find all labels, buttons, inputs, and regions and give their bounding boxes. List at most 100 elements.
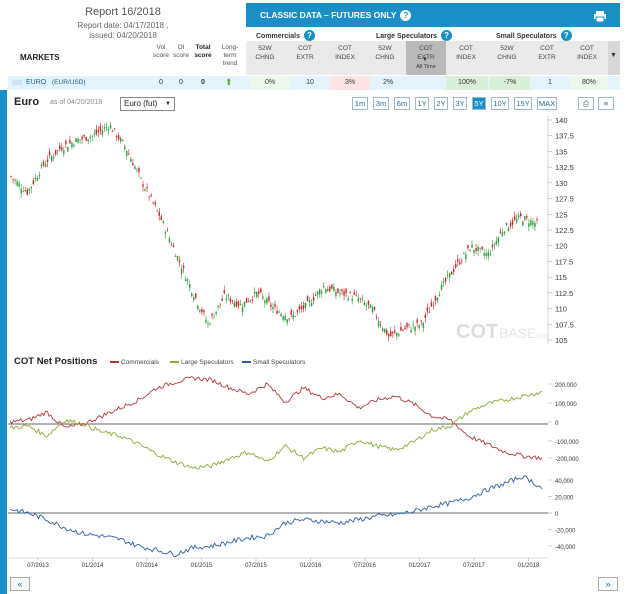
candle-body (44, 164, 47, 167)
candle-body (162, 221, 165, 223)
y-tick-label: 132.5 (555, 163, 574, 172)
legend-commercials[interactable]: Commercials (110, 359, 159, 366)
candle-body (158, 211, 160, 216)
s-extr-header[interactable]: COT EXTR (538, 45, 556, 61)
range-button-15y[interactable]: 15Y (514, 97, 532, 110)
s-index-header[interactable]: COT INDEX (577, 45, 597, 61)
market-pair[interactable]: (EUR/USD) (52, 79, 86, 86)
candle-body (528, 223, 530, 227)
candle-body (184, 279, 187, 282)
candle-body (93, 133, 95, 135)
l-index-header[interactable]: COT INDEX (456, 45, 476, 61)
help-icon[interactable]: ? (400, 10, 412, 21)
range-button-3y[interactable]: 3Y (453, 97, 467, 110)
cot-chart[interactable]: 200,000 100,000 0 -100,000 -200,000 40,000 20,… (8, 372, 620, 572)
candle-body (130, 159, 132, 162)
candle-body (203, 310, 205, 313)
range-button-1y[interactable]: 1Y (415, 97, 429, 110)
candle-body (363, 302, 366, 306)
x-tick-label: 07/2015 (245, 563, 267, 569)
candle-body (124, 146, 126, 150)
chevron-down-icon[interactable]: ▼ (610, 52, 617, 59)
range-button-10y[interactable]: 10Y (491, 97, 509, 110)
candle-body (428, 312, 431, 313)
total-score-header[interactable]: Total score (194, 44, 212, 59)
s-chng-cell-bg (490, 76, 530, 90)
l-chng-header[interactable]: 52W CHNG (375, 45, 395, 61)
watermark-logo: COT (456, 321, 498, 343)
candle-body (304, 302, 307, 308)
candle-body (16, 181, 18, 186)
candle-body (172, 245, 175, 247)
s-chng-header[interactable]: 52W CHNG (497, 45, 517, 61)
candle-body (520, 213, 522, 216)
candle-body (180, 268, 183, 274)
candle-body (471, 244, 473, 248)
candle-body (14, 179, 16, 181)
candle-body (247, 301, 250, 302)
help-icon[interactable]: ? (441, 30, 453, 41)
candle-body (30, 186, 33, 189)
candle-body (461, 260, 463, 262)
range-button-6m[interactable]: 6m (394, 97, 410, 110)
candle-body (199, 309, 201, 312)
report-issued: issued: 04/20/2018 (89, 31, 157, 40)
legend-small-speculators[interactable]: Small Speculators (242, 359, 305, 366)
candle-body (136, 169, 138, 171)
candle-body (418, 325, 420, 329)
prev-button[interactable]: « (10, 577, 30, 591)
c-index-header[interactable]: COT INDEX (335, 45, 355, 61)
c-chng-header[interactable]: 52W CHNG (255, 45, 275, 61)
all-time-label[interactable]: All Time (416, 64, 436, 70)
candle-body (231, 300, 234, 302)
candle-body (298, 305, 301, 310)
candle-body (499, 231, 502, 234)
candle-body (272, 307, 274, 310)
candle-body (105, 127, 108, 128)
x-tick-label: 07/2013 (27, 563, 49, 569)
candle-body (268, 296, 270, 302)
candle-body (119, 138, 122, 142)
candle-body (117, 135, 120, 140)
help-icon[interactable]: ? (560, 30, 572, 41)
candle-body (290, 310, 292, 315)
candle-body (126, 151, 128, 156)
candle-body (152, 202, 154, 203)
candle-body (388, 334, 390, 337)
x-tick-label: 01/2017 (409, 563, 431, 569)
range-button-2y[interactable]: 2Y (434, 97, 448, 110)
legend-swatch (170, 361, 179, 364)
range-button-5y[interactable]: 5Y (472, 97, 486, 110)
x-tick-label: 07/2017 (463, 563, 485, 569)
candle-body (40, 164, 43, 167)
candle-body (205, 319, 207, 323)
range-button-max[interactable]: MAX (537, 97, 557, 110)
price-chart[interactable]: 140 137.5 135 132.5 130 127.5 125 122.5 120 117.5… (8, 112, 620, 350)
candle-body (327, 289, 329, 292)
range-button-1m[interactable]: 1m (352, 97, 368, 110)
next-button[interactable]: » (598, 577, 618, 591)
l-extr-header[interactable]: COT EXTR (417, 45, 435, 61)
candle-body (400, 326, 402, 331)
vol-score-header[interactable]: Vol score (153, 44, 169, 59)
oi-score-header[interactable]: OI score (173, 44, 189, 59)
trend-header[interactable]: Long-term trend (221, 44, 239, 67)
l-index-value: 100% (458, 79, 476, 86)
candle-body (63, 150, 65, 154)
candle-body (302, 305, 305, 309)
c-extr-header[interactable]: COT EXTR (296, 45, 314, 61)
instrument-select[interactable]: Euro (fut) ▼ (120, 97, 175, 111)
print-chart-icon[interactable]: ⎙ (578, 97, 594, 110)
markets-label: MARKETS (20, 53, 60, 62)
candle-body (121, 139, 124, 141)
legend-large-speculators[interactable]: Large Speculators (170, 359, 234, 366)
print-icon[interactable] (594, 9, 606, 23)
market-name[interactable]: EURO (26, 79, 47, 86)
candle-body (24, 190, 26, 192)
candle-body (422, 322, 424, 328)
instrument-select-value: Euro (fut) (124, 99, 158, 108)
menu-icon[interactable]: ≡ (598, 97, 614, 110)
candle-body (50, 156, 53, 161)
help-icon[interactable]: ? (303, 30, 315, 41)
range-button-3m[interactable]: 3m (373, 97, 389, 110)
